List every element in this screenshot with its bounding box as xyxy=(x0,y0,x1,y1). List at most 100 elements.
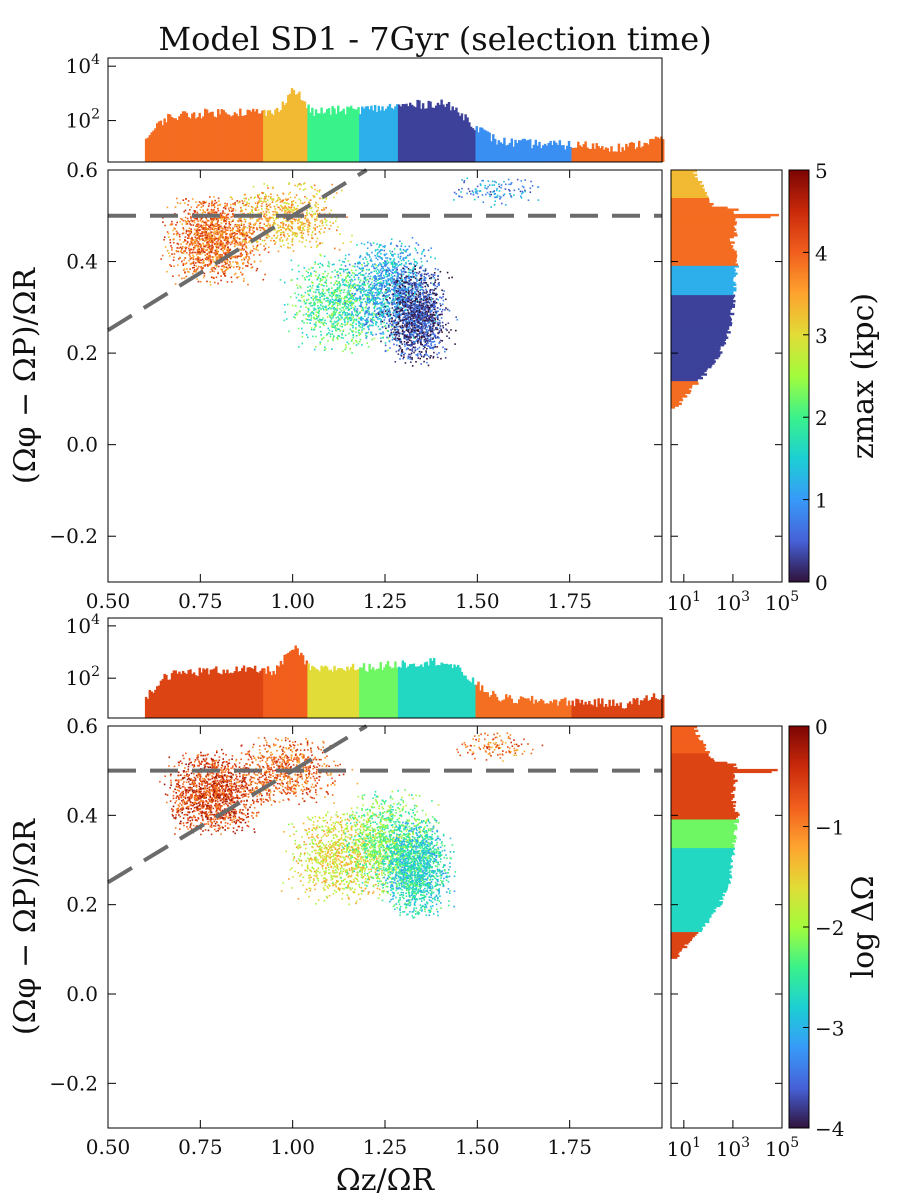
scatter-point xyxy=(317,316,319,318)
scatter-point xyxy=(291,304,294,307)
scatter-point xyxy=(379,278,381,280)
scatter-point xyxy=(294,317,296,319)
scatter-point xyxy=(346,303,349,305)
scatter-point xyxy=(300,327,303,330)
scatter-point xyxy=(192,224,195,226)
scatter-point xyxy=(311,216,314,218)
scatter-point xyxy=(310,311,313,314)
scatter-point xyxy=(301,342,304,345)
scatter-point xyxy=(238,224,240,226)
scatter-point xyxy=(332,293,334,296)
scatter-point xyxy=(407,283,409,286)
scatter-point xyxy=(270,239,272,242)
scatter-point xyxy=(385,257,387,259)
scatter-point xyxy=(309,285,311,288)
scatter-point xyxy=(242,244,244,246)
scatter-point xyxy=(172,238,174,241)
scatter-point xyxy=(376,243,378,245)
scatter-point xyxy=(312,313,315,316)
scatter-point xyxy=(301,234,303,237)
scatter-point xyxy=(258,197,261,200)
scatter-point xyxy=(404,250,406,252)
scatter-point xyxy=(279,208,281,211)
scatter-point xyxy=(392,283,395,286)
scatter-point xyxy=(425,302,427,304)
scatter-point xyxy=(398,304,400,306)
scatter-point xyxy=(196,217,198,220)
scatter-point xyxy=(379,281,382,283)
scatter-point xyxy=(308,212,311,215)
scatter-point xyxy=(205,244,207,247)
scatter-point xyxy=(301,212,304,215)
scatter-point xyxy=(214,199,216,202)
scatter-point xyxy=(287,227,289,230)
scatter-point xyxy=(222,230,225,233)
scatter-point xyxy=(209,281,211,283)
scatter-point xyxy=(371,314,373,316)
scatter-point xyxy=(339,308,341,310)
scatter-point xyxy=(194,217,197,220)
scatter-point xyxy=(239,244,242,246)
scatter-point xyxy=(397,297,399,299)
scatter-point xyxy=(176,242,179,245)
scatter-point xyxy=(323,255,326,258)
scatter-point xyxy=(240,252,243,254)
scatter-point xyxy=(388,340,391,343)
scatter-point xyxy=(245,240,247,243)
scatter-point xyxy=(388,267,390,270)
scatter-point xyxy=(291,221,294,223)
scatter-point xyxy=(303,300,306,303)
scatter-point xyxy=(231,198,233,200)
scatter-point xyxy=(300,232,303,234)
scatter-point xyxy=(387,279,390,282)
scatter-point xyxy=(344,316,347,319)
scatter-point xyxy=(368,310,370,313)
scatter-point xyxy=(344,314,346,316)
scatter-point xyxy=(253,227,255,229)
scatter-point xyxy=(183,210,185,213)
scatter-point xyxy=(257,201,259,204)
scatter-point xyxy=(324,277,327,279)
scatter-point xyxy=(369,259,372,262)
scatter-point xyxy=(267,195,270,198)
scatter-point xyxy=(392,295,395,298)
scatter-point xyxy=(294,196,296,199)
scatter-point xyxy=(378,297,381,300)
scatter-point xyxy=(223,239,226,241)
scatter-point xyxy=(189,233,192,235)
scatter-point xyxy=(372,276,375,279)
scatter-point xyxy=(211,238,214,241)
scatter-point xyxy=(215,245,217,248)
scatter-point xyxy=(322,308,325,311)
scatter-point xyxy=(364,323,366,326)
scatter-point xyxy=(291,238,294,241)
scatter-point xyxy=(221,236,224,239)
scatter-point xyxy=(203,221,205,224)
scatter-point xyxy=(429,338,432,341)
scatter-point xyxy=(205,228,208,230)
scatter-point xyxy=(430,293,432,296)
scatter-point xyxy=(211,242,214,244)
scatter-point xyxy=(331,305,333,308)
scatter-point xyxy=(253,223,255,225)
scatter-point xyxy=(326,316,329,318)
scatter-point xyxy=(334,325,336,327)
scatter-point xyxy=(175,224,177,226)
scatter-point xyxy=(423,356,425,358)
scatter-point xyxy=(420,355,423,358)
scatter-point xyxy=(350,296,353,298)
scatter-point xyxy=(330,292,332,294)
scatter-point xyxy=(351,330,353,332)
scatter-point xyxy=(291,231,294,234)
scatter-point xyxy=(303,183,305,185)
scatter-point xyxy=(302,232,305,235)
scatter-point xyxy=(334,326,336,329)
scatter-point xyxy=(249,228,251,231)
scatter-point xyxy=(370,299,372,302)
scatter-point xyxy=(287,208,289,210)
scatter-point xyxy=(208,239,210,241)
scatter-point xyxy=(207,254,210,257)
scatter-point xyxy=(384,342,387,344)
scatter-point xyxy=(223,243,225,246)
scatter-point xyxy=(382,245,384,248)
